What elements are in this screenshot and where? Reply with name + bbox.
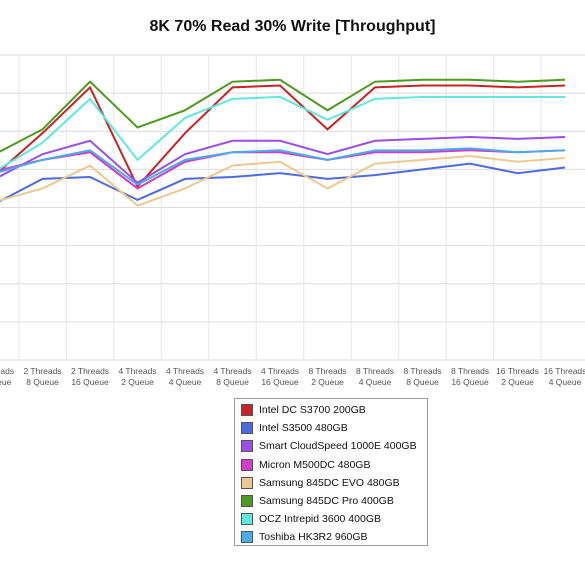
legend-label: Toshiba HK3R2 960GB bbox=[259, 531, 368, 544]
legend-label: Intel S3500 480GB bbox=[259, 422, 348, 435]
x-tick-label: 8 Queue bbox=[216, 377, 249, 387]
x-tick-label: 4 Threads bbox=[261, 366, 299, 376]
legend-item: Intel DC S3700 200GB bbox=[241, 401, 427, 419]
legend-item: Toshiba HK3R2 960GB bbox=[241, 528, 427, 546]
x-tick-label: 2 Queue bbox=[501, 377, 534, 387]
legend-label: OCZ Intrepid 3600 400GB bbox=[259, 513, 381, 526]
series-line bbox=[0, 155, 566, 207]
legend-swatch bbox=[241, 458, 253, 471]
legend-label: Samsung 845DC Pro 400GB bbox=[259, 495, 394, 508]
x-tick-label: 4 Queue bbox=[359, 377, 392, 387]
x-tick-label: 8 Queue bbox=[26, 377, 59, 387]
x-tick-label: 8 Threads bbox=[356, 366, 394, 376]
x-tick-label: 16 Threads bbox=[544, 366, 585, 376]
x-tick-label: 2 Threads bbox=[0, 366, 14, 376]
x-tick-label: 16 Threads bbox=[496, 366, 539, 376]
series-line bbox=[0, 162, 566, 203]
x-tick-label: 4 Threads bbox=[118, 366, 156, 376]
legend-swatch bbox=[241, 531, 253, 544]
x-tick-label: 2 Threads bbox=[23, 366, 61, 376]
x-tick-label: 4 Queue bbox=[169, 377, 202, 387]
legend-item: Micron M500DC 480GB bbox=[241, 456, 427, 474]
x-tick-label: 8 Threads bbox=[451, 366, 489, 376]
x-tick-label: 2 Queue bbox=[121, 377, 154, 387]
legend-label: Micron M500DC 480GB bbox=[259, 458, 371, 471]
series-line bbox=[0, 149, 566, 190]
x-tick-label: 8 Queue bbox=[406, 377, 439, 387]
legend-label: Intel DC S3700 200GB bbox=[259, 404, 366, 417]
legend-swatch bbox=[241, 513, 253, 526]
legend-swatch bbox=[241, 476, 253, 489]
series-line bbox=[0, 135, 566, 184]
series-lines bbox=[0, 78, 566, 207]
series-line bbox=[0, 78, 566, 153]
x-tick-label: 16 Queue bbox=[71, 377, 109, 387]
legend-swatch bbox=[241, 495, 253, 508]
legend-item: Samsung 845DC Pro 400GB bbox=[241, 492, 427, 510]
x-tick-label: 8 Threads bbox=[403, 366, 441, 376]
x-tick-label: 4 Queue bbox=[549, 377, 582, 387]
x-tick-label: 2 Queue bbox=[311, 377, 344, 387]
legend-swatch bbox=[241, 422, 253, 435]
x-tick-label: 16 Queue bbox=[451, 377, 489, 387]
legend: Intel DC S3700 200GB Intel S3500 480GB Sma… bbox=[234, 398, 428, 546]
series-line bbox=[0, 95, 565, 170]
legend-label: Smart CloudSpeed 1000E 400GB bbox=[259, 440, 417, 453]
chart-title: 8K 70% Read 30% Write [Throughput] bbox=[149, 18, 436, 35]
x-tick-label: 16 Queue bbox=[261, 377, 299, 387]
x-tick-label: 4 Threads bbox=[166, 366, 204, 376]
legend-item: Smart CloudSpeed 1000E 400GB bbox=[241, 437, 427, 455]
legend-item: Samsung 845DC EVO 480GB bbox=[241, 474, 427, 492]
x-tick-label: 8 Threads bbox=[308, 366, 346, 376]
legend-swatch bbox=[241, 404, 253, 417]
x-tick-label: 2 Threads bbox=[71, 366, 109, 376]
legend-item: Intel S3500 480GB bbox=[241, 419, 427, 437]
legend-swatch bbox=[241, 440, 253, 453]
series-line bbox=[0, 84, 566, 189]
grid bbox=[0, 54, 585, 361]
x-tick-label: 4 Queue bbox=[0, 377, 12, 387]
legend-label: Samsung 845DC EVO 480GB bbox=[259, 476, 400, 489]
series-line bbox=[0, 147, 566, 186]
legend-item: OCZ Intrepid 3600 400GB bbox=[241, 510, 427, 528]
x-tick-label: 4 Threads bbox=[213, 366, 251, 376]
